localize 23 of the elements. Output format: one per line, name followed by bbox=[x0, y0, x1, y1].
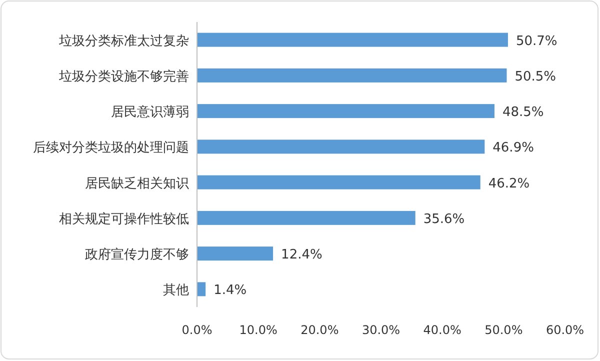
data-label: 48.5% bbox=[502, 105, 544, 120]
y-tick-label: 垃圾分类设施不够完善 bbox=[58, 68, 189, 84]
data-label: 50.7% bbox=[516, 34, 558, 49]
x-tick-label: 10.0% bbox=[239, 323, 278, 337]
y-tick-label: 其他 bbox=[163, 283, 189, 298]
data-label: 12.4% bbox=[281, 248, 322, 263]
y-tick-label: 后续对分类垃圾的处理问题 bbox=[33, 140, 189, 156]
x-tick-label: 60.0% bbox=[546, 323, 584, 337]
data-label: 46.9% bbox=[492, 140, 534, 156]
y-tick-label: 相关规定可操作性较低 bbox=[59, 212, 189, 227]
y-tick-label: 居民意识薄弱 bbox=[111, 105, 189, 120]
y-tick-label: 居民缺乏相关知识 bbox=[85, 176, 189, 192]
x-tick-label: 0.0% bbox=[182, 323, 212, 337]
y-tick-label: 垃圾分类标准太过复杂 bbox=[58, 34, 189, 49]
x-tick-label: 20.0% bbox=[300, 323, 339, 337]
x-tick-label: 50.0% bbox=[484, 323, 523, 337]
data-label: 1.4% bbox=[214, 283, 247, 298]
x-tick-label: 30.0% bbox=[362, 323, 400, 337]
x-tick-label: 40.0% bbox=[423, 323, 462, 337]
data-label: 50.5% bbox=[514, 69, 556, 84]
data-label: 35.6% bbox=[423, 212, 465, 227]
data-label: 46.2% bbox=[488, 176, 530, 192]
y-tick-label: 政府宣传力度不够 bbox=[85, 246, 189, 263]
